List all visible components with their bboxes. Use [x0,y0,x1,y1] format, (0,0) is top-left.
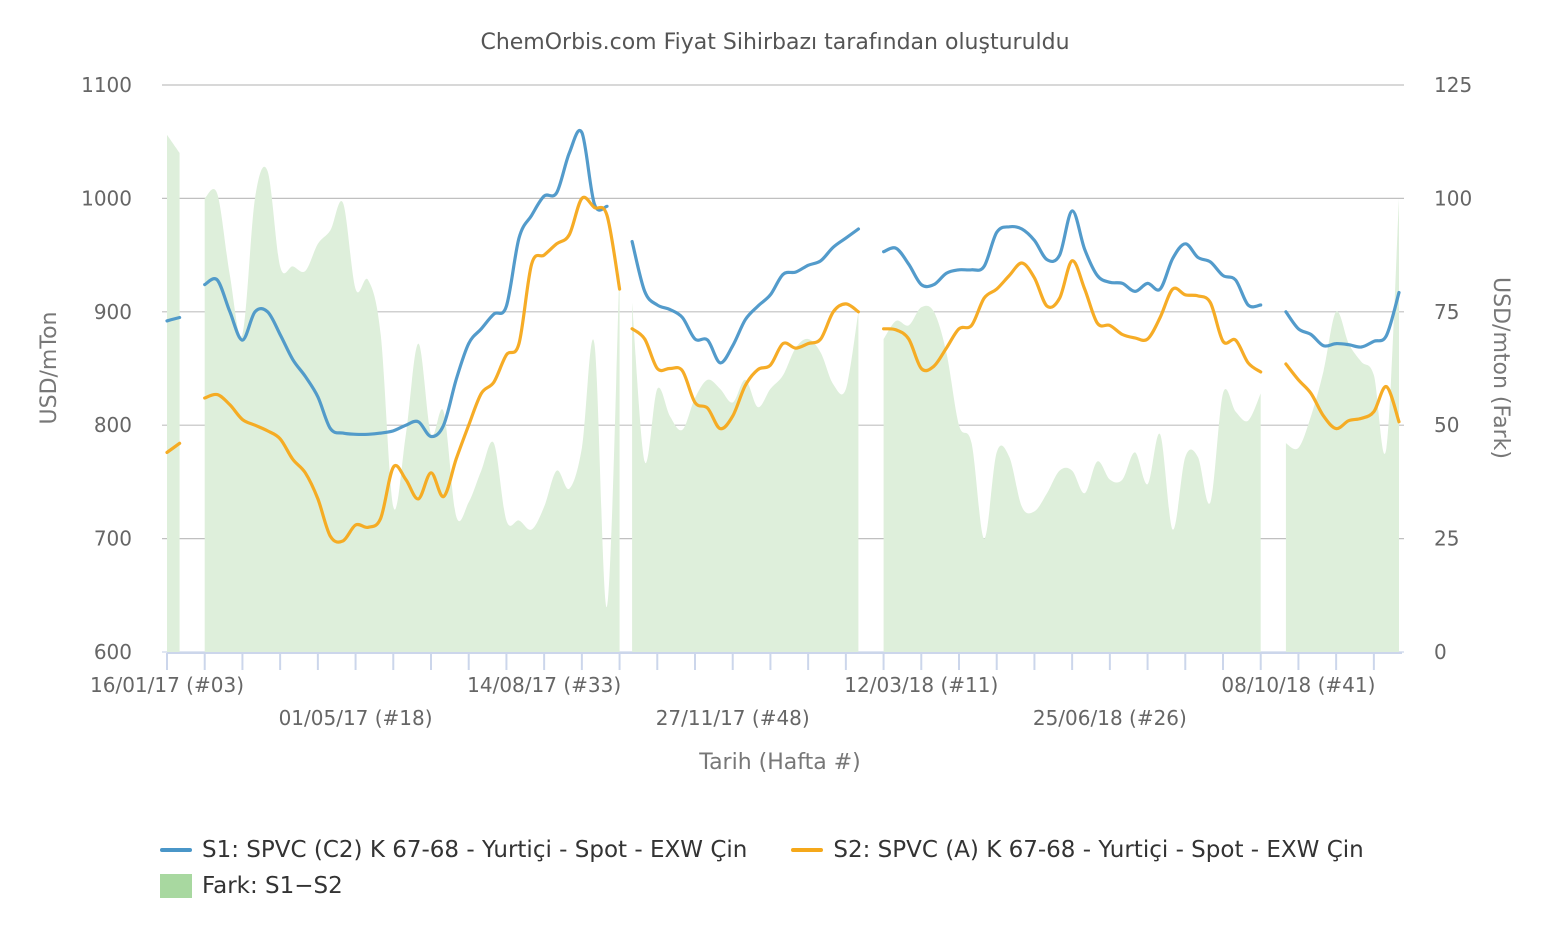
legend-item-diff[interactable]: Fark: S1−S2 [160,873,343,899]
legend-label-diff: Fark: S1−S2 [202,873,343,899]
y-axis-left-title: USD/mTon [37,312,62,425]
series-line-s1 [630,227,860,365]
series-line-s1 [203,129,609,439]
x-axis: 16/01/17 (#03) 01/05/17 (#18) 14/08/17 (#3… [90,652,1402,730]
difference-area [632,302,859,652]
legend-label-s1: S1: SPVC (C2) K 67-68 - Yurtiçi - Spot -… [202,837,748,863]
y-axis-left-ticks: 600 700 800 900 1000 1100 [81,73,132,664]
legend-row-area: Fark: S1−S2 [160,868,1420,904]
series-line-s2 [1284,362,1401,431]
series-line-s1 [1284,290,1401,349]
y-axis-right-ticks: 0 25 50 75 100 125 [1434,73,1472,664]
x-tick-label: 14/08/17 (#33) [467,673,621,697]
legend: S1: SPVC (C2) K 67-68 - Yurtiçi - Spot -… [160,832,1420,904]
y-tick-label-left: 600 [94,640,132,664]
y-tick-label-left: 1100 [81,73,132,97]
y-tick-label-right: 100 [1434,186,1472,210]
legend-swatch-s1 [160,848,192,852]
x-tick-label: 16/01/17 (#03) [90,673,244,697]
y-tick-label-left: 800 [94,413,132,437]
legend-item-s1[interactable]: S1: SPVC (C2) K 67-68 - Yurtiçi - Spot -… [160,837,747,863]
difference-area-layer [167,134,1399,653]
y-tick-label-right: 50 [1434,413,1459,437]
y-tick-label-right: 75 [1434,300,1459,324]
series-line-s2 [630,302,860,431]
x-tick-label: 01/05/17 (#18) [279,706,433,730]
legend-label-s2: S2: SPVC (A) K 67-68 - Yurtiçi - Spot - … [833,837,1364,863]
x-tick-label: 25/06/18 (#26) [1033,706,1187,730]
legend-swatch-s2 [791,848,824,852]
y-tick-label-left: 900 [94,300,132,324]
series-line-s2 [203,195,622,544]
difference-area [883,305,1261,652]
series-line-s1 [165,315,182,323]
y-tick-label-left: 700 [94,527,132,551]
series-lines-layer [165,129,1401,544]
series-line-s1 [882,209,1263,309]
y-axis-right-title: USD/mton (Fark) [1488,277,1513,459]
legend-item-s2[interactable]: S2: SPVC (A) K 67-68 - Yurtiçi - Spot - … [791,837,1364,863]
series-line-s2 [165,441,182,454]
x-tick-label: 27/11/17 (#48) [656,706,810,730]
x-tick-label: 08/10/18 (#41) [1221,673,1375,697]
y-tick-label-right: 25 [1434,527,1459,551]
chart-title: ChemOrbis.com Fiyat Sihirbazı tarafından… [480,30,1069,55]
series-line-s2 [882,259,1263,374]
difference-area [204,166,620,653]
x-tick-label: 12/03/18 (#11) [844,673,998,697]
legend-swatch-diff [160,874,192,898]
difference-area [167,134,180,652]
legend-row-lines: S1: SPVC (C2) K 67-68 - Yurtiçi - Spot -… [160,832,1420,868]
y-tick-label-right: 0 [1434,640,1447,664]
y-tick-label-left: 1000 [81,186,132,210]
x-axis-title: Tarih (Hafta #) [698,750,860,775]
y-tick-label-right: 125 [1434,73,1472,97]
